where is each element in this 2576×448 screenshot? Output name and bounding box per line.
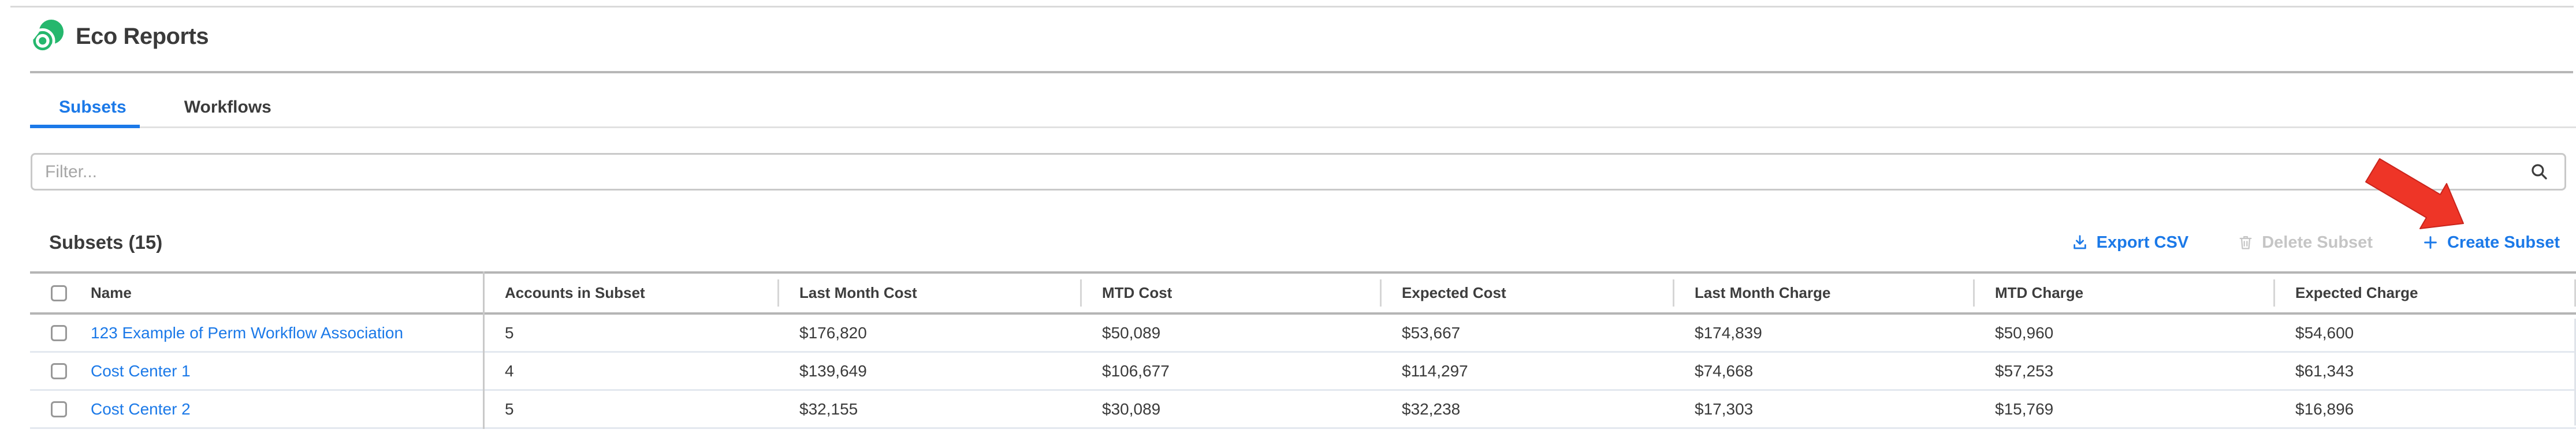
tab-workflows[interactable]: Workflows <box>184 98 271 117</box>
column-header-expected-charge[interactable]: Expected Charge <box>2273 274 2576 312</box>
cell-last-month-cost: $32,155 <box>799 400 858 418</box>
subset-link[interactable]: Cost Center 1 <box>91 361 191 380</box>
plus-icon <box>2424 236 2437 249</box>
subset-link[interactable]: 123 Example of Perm Workflow Association <box>91 323 404 342</box>
column-header-name[interactable]: Name <box>30 274 483 312</box>
table-row: Cost Center 2 5 $32,155 $30,089 $32,238 … <box>30 391 2576 429</box>
eco-logo-icon <box>31 20 64 54</box>
filter-input[interactable] <box>31 153 2566 191</box>
column-header-last-month-cost[interactable]: Last Month Cost <box>777 274 1080 312</box>
header-divider <box>30 71 2573 73</box>
cell-last-month-charge: $174,839 <box>1695 323 1762 342</box>
cell-expected-cost: $53,667 <box>1402 323 1461 342</box>
section-title: Subsets (15) <box>49 232 163 253</box>
column-header-accounts-in-subset[interactable]: Accounts in Subset <box>483 274 777 312</box>
page-top-divider <box>10 6 2574 8</box>
app-header: Eco Reports <box>31 18 209 54</box>
column-header-mtd-cost[interactable]: MTD Cost <box>1080 274 1380 312</box>
cell-expected-cost: $32,238 <box>1402 400 1461 418</box>
subsets-table: Name Accounts in Subset Last Month Cost … <box>30 271 2576 429</box>
table-header-row: Name Accounts in Subset Last Month Cost … <box>30 271 2576 315</box>
filter-bar <box>31 153 2566 191</box>
select-all-checkbox[interactable] <box>51 285 67 301</box>
create-subset-button[interactable]: Create Subset <box>2422 233 2560 252</box>
delete-subset-button[interactable]: Delete Subset <box>2238 233 2373 252</box>
cell-mtd-cost: $30,089 <box>1102 400 1161 418</box>
cell-mtd-cost: $106,677 <box>1102 361 1170 380</box>
active-tab-indicator <box>30 125 140 128</box>
cell-expected-charge: $16,896 <box>2295 400 2354 418</box>
table-right-divider <box>2574 319 2576 425</box>
row-checkbox[interactable] <box>51 324 67 341</box>
download-icon <box>2073 235 2086 249</box>
column-header-expected-cost[interactable]: Expected Cost <box>1380 274 1673 312</box>
subset-link[interactable]: Cost Center 2 <box>91 400 191 418</box>
name-column-divider <box>483 271 485 429</box>
page-title: Eco Reports <box>76 23 209 49</box>
cell-name: Cost Center 1 <box>30 353 483 389</box>
create-subset-label: Create Subset <box>2447 233 2560 252</box>
export-csv-label: Export CSV <box>2096 233 2189 252</box>
column-header-last-month-charge[interactable]: Last Month Charge <box>1673 274 1973 312</box>
tab-bar-divider <box>30 126 2576 128</box>
tab-bar: Subsets Workflows <box>30 87 300 128</box>
export-csv-button[interactable]: Export CSV <box>2071 233 2189 252</box>
table-row: Cost Center 1 4 $139,649 $106,677 $114,2… <box>30 353 2576 391</box>
cell-last-month-charge: $74,668 <box>1695 361 1754 380</box>
search-icon <box>2532 164 2547 180</box>
trash-icon <box>2239 236 2252 249</box>
row-checkbox[interactable] <box>51 363 67 379</box>
cell-mtd-charge: $57,253 <box>1995 361 2054 380</box>
cell-mtd-charge: $15,769 <box>1995 400 2054 418</box>
table-actions: Export CSV Delete Subset Create Subset <box>2071 226 2560 259</box>
cell-mtd-charge: $50,960 <box>1995 323 2054 342</box>
cell-expected-cost: $114,297 <box>1402 361 1468 380</box>
cell-last-month-cost: $139,649 <box>799 361 867 380</box>
cell-accounts: 5 <box>505 400 514 418</box>
cell-accounts: 5 <box>505 323 514 342</box>
cell-name: 123 Example of Perm Workflow Association <box>30 315 483 351</box>
table-row: 123 Example of Perm Workflow Association… <box>30 315 2576 353</box>
cell-last-month-cost: $176,820 <box>799 323 867 342</box>
delete-subset-label: Delete Subset <box>2262 233 2373 252</box>
cell-mtd-cost: $50,089 <box>1102 323 1161 342</box>
tab-subsets[interactable]: Subsets <box>59 98 126 117</box>
cell-accounts: 4 <box>505 361 514 380</box>
cell-name: Cost Center 2 <box>30 391 483 427</box>
cell-last-month-charge: $17,303 <box>1695 400 1754 418</box>
column-header-mtd-charge[interactable]: MTD Charge <box>1973 274 2273 312</box>
cell-expected-charge: $61,343 <box>2295 361 2354 380</box>
cell-expected-charge: $54,600 <box>2295 323 2354 342</box>
row-checkbox[interactable] <box>51 401 67 417</box>
